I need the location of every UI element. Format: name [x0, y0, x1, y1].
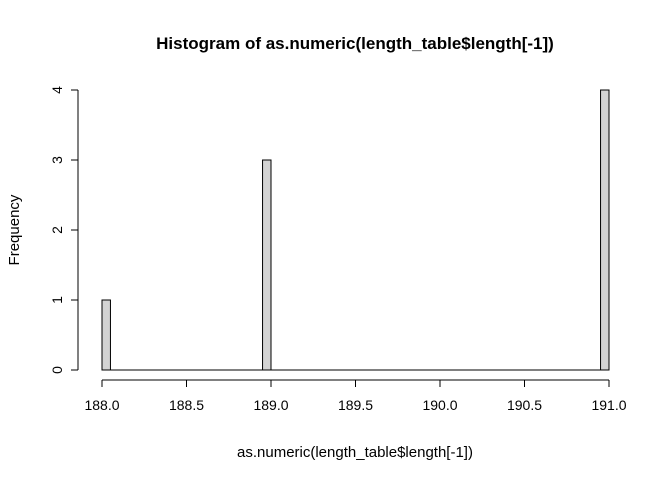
y-axis-label: Frequency: [6, 194, 23, 265]
y-tick-label: 2: [49, 226, 65, 234]
bars-group: [101, 89, 610, 371]
y-tick-label: 3: [49, 156, 65, 164]
x-tick-label: 189.0: [253, 397, 288, 413]
x-axis-label: as.numeric(length_table$length[-1]): [237, 444, 473, 461]
y-tick-label: 4: [49, 86, 65, 94]
x-tick-label: 190.0: [422, 397, 457, 413]
histogram-bar: [101, 299, 111, 371]
x-tick-label: 188.5: [169, 397, 204, 413]
y-axis: 0 1 2 3 4: [49, 86, 79, 374]
x-tick-label: 189.5: [338, 397, 373, 413]
histogram-bar: [600, 89, 610, 371]
x-axis: 188.0 188.5 189.0 189.5 190.0 190.5 191.0: [84, 379, 627, 413]
histogram-bar: [262, 159, 272, 371]
y-tick-label: 1: [49, 296, 65, 304]
y-tick-label: 0: [49, 366, 65, 374]
x-tick-label: 190.5: [507, 397, 542, 413]
x-tick-label: 191.0: [591, 397, 626, 413]
x-tick-label: 188.0: [84, 397, 119, 413]
chart-title: Histogram of as.numeric(length_table$len…: [156, 34, 554, 53]
